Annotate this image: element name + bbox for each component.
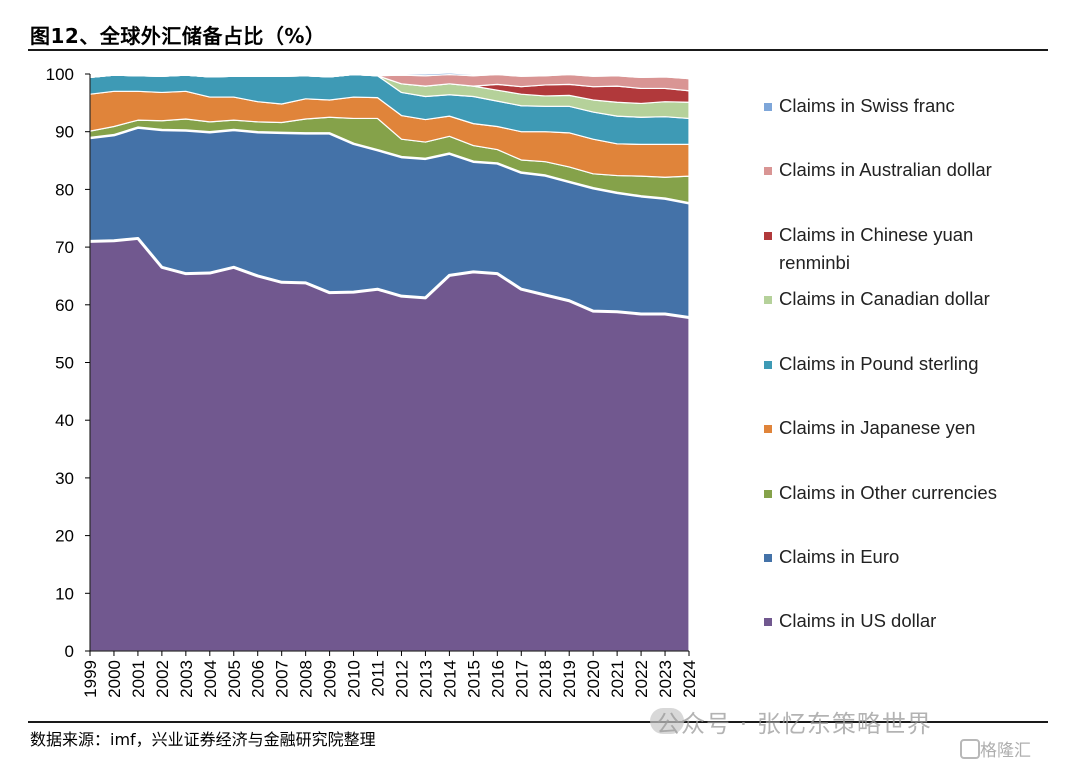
x-tick-label: 2017: [512, 660, 531, 698]
y-tick-label: 50: [55, 354, 74, 373]
legend-label: Claims in Canadian dollar: [779, 288, 990, 309]
series-areas: [89, 72, 690, 652]
y-tick-label: 100: [46, 65, 74, 84]
x-tick-label: 2001: [129, 660, 148, 698]
legend-swatch: [764, 554, 772, 562]
x-tick-label: 2010: [345, 660, 364, 698]
area-swiss-franc: [89, 72, 690, 80]
y-tick-label: 90: [55, 123, 74, 142]
x-tick-label: 2011: [369, 660, 388, 697]
legend-label: Claims in Other currencies: [779, 482, 997, 503]
x-tick-label: 2015: [464, 660, 483, 698]
source-note: 数据来源：imf，兴业证券经济与金融研究院整理: [30, 730, 376, 749]
legend-swatch: [764, 167, 772, 175]
x-tick-label: 2023: [656, 660, 675, 698]
x-tick-label: 2005: [225, 660, 244, 698]
y-tick-label: 20: [55, 527, 74, 546]
gelonghui-logo-icon: [960, 739, 980, 759]
axes: 0 10 20 30 40 50 60 70 80 90 100 1999 2000 2001 2002 20…: [46, 65, 699, 698]
watermark-badge: 格隆汇: [980, 741, 1031, 761]
x-tick-label: 2000: [105, 660, 124, 698]
x-tick-label: 2003: [177, 660, 196, 698]
footer-divider: [28, 721, 1048, 723]
y-tick-label: 40: [55, 411, 74, 430]
y-tick-label: 10: [55, 584, 74, 603]
x-tick-label: 2022: [632, 660, 651, 698]
x-tick-label: 2012: [392, 660, 411, 698]
legend-swatch: [764, 618, 772, 626]
x-tick-label: 2008: [297, 660, 316, 698]
legend-swatch: [764, 361, 772, 369]
x-tick-label: 2002: [153, 660, 172, 698]
legend-swatch: [764, 296, 772, 304]
legend-label: Claims in Euro: [779, 546, 900, 567]
legend-label: Claims in Japanese yen: [779, 417, 976, 438]
legend-label: Claims in Australian dollar: [779, 159, 992, 180]
x-tick-label: 2016: [488, 660, 507, 698]
y-tick-label: 30: [55, 469, 74, 488]
watermark: 公众号 · 张忆东策略世界: [656, 710, 932, 738]
legend-swatch: [764, 425, 772, 433]
x-tick-label: 2021: [608, 660, 627, 698]
legend-label: Claims in Chinese yuan renminbi: [779, 224, 974, 273]
x-tick-label: 2019: [560, 660, 579, 698]
page-title: 图12、全球外汇储备占比（%）: [30, 24, 326, 48]
legend-label: Claims in Swiss franc: [779, 95, 955, 116]
x-tick-label: 2009: [321, 660, 340, 698]
legend-swatch: [764, 232, 772, 240]
x-tick-label: 2013: [416, 660, 435, 698]
y-tick-label: 80: [55, 180, 74, 199]
title-divider: [28, 49, 1048, 51]
y-tick-label: 60: [55, 296, 74, 315]
x-tick-label: 1999: [81, 660, 100, 698]
x-tick-label: 2006: [249, 660, 268, 698]
legend-swatch: [764, 103, 772, 111]
x-tick-label: 2004: [201, 660, 220, 698]
legend-swatch: [764, 490, 772, 498]
euro-boundary-line: [89, 126, 690, 205]
x-tick-label: 2014: [440, 660, 459, 698]
y-tick-label: 0: [65, 642, 74, 661]
us-dollar-boundary-line: [89, 236, 690, 319]
wechat-icon: [650, 708, 684, 734]
y-tick-label: 70: [55, 238, 74, 257]
x-tick-label: 2018: [536, 660, 555, 698]
legend-label: Claims in Pound sterling: [779, 353, 979, 374]
legend-label: Claims in US dollar: [779, 610, 937, 631]
x-tick-label: 2020: [584, 660, 603, 698]
x-tick-label: 2024: [680, 660, 699, 698]
x-tick-label: 2007: [273, 660, 292, 698]
